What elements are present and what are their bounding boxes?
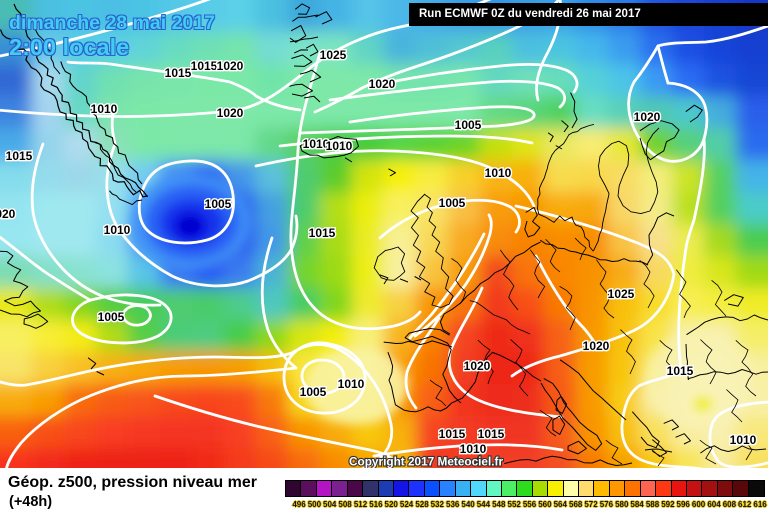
svg-text:1015: 1015 — [667, 364, 694, 378]
svg-text:1005: 1005 — [455, 118, 482, 132]
svg-text:1015: 1015 — [478, 427, 505, 441]
svg-text:1005: 1005 — [205, 197, 232, 211]
svg-text:1020: 1020 — [0, 207, 16, 221]
svg-text:1015: 1015 — [309, 226, 336, 240]
svg-text:1020: 1020 — [634, 110, 661, 124]
svg-text:1010: 1010 — [326, 139, 353, 153]
svg-text:1010: 1010 — [91, 102, 118, 116]
svg-text:Copyright 2017 Meteociel.fr: Copyright 2017 Meteociel.fr — [349, 455, 503, 469]
svg-text:1010: 1010 — [485, 166, 512, 180]
svg-text:1015: 1015 — [191, 59, 218, 73]
svg-text:1020: 1020 — [464, 359, 491, 373]
svg-text:1020: 1020 — [217, 106, 244, 120]
svg-text:1015: 1015 — [439, 427, 466, 441]
svg-text:1010: 1010 — [460, 442, 487, 456]
svg-text:1010: 1010 — [338, 377, 365, 391]
svg-text:1005: 1005 — [98, 310, 125, 324]
svg-text:1010: 1010 — [104, 223, 131, 237]
svg-text:1020: 1020 — [583, 339, 610, 353]
svg-text:1005: 1005 — [300, 385, 327, 399]
svg-text:1015: 1015 — [6, 149, 33, 163]
svg-text:1025: 1025 — [320, 48, 347, 62]
svg-text:1010: 1010 — [730, 433, 757, 447]
svg-text:1010: 1010 — [303, 137, 330, 151]
svg-text:1005: 1005 — [439, 196, 466, 210]
svg-text:1025: 1025 — [608, 287, 635, 301]
svg-text:1020: 1020 — [217, 59, 244, 73]
svg-text:1015: 1015 — [165, 66, 192, 80]
svg-text:1020: 1020 — [369, 77, 396, 91]
